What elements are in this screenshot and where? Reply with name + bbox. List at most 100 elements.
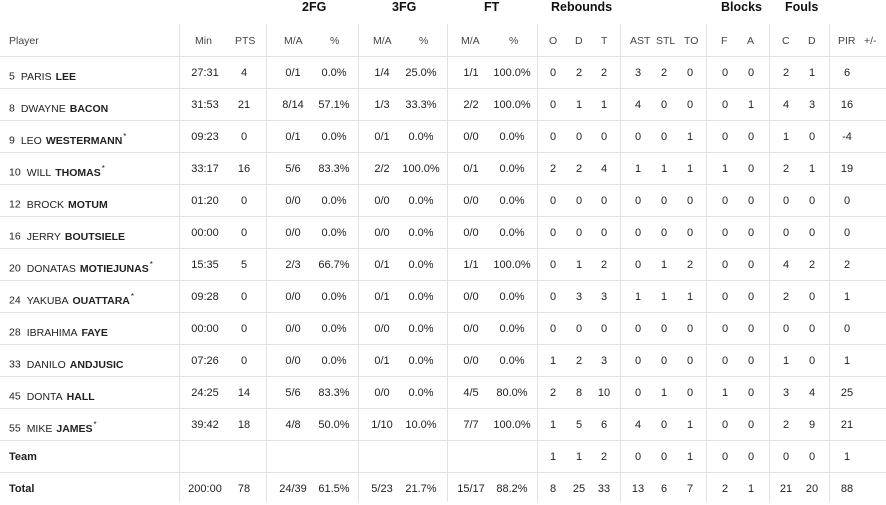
stat-reb-o: 0 bbox=[549, 291, 557, 303]
header-ft-pct: % bbox=[509, 35, 519, 47]
player-cell[interactable]: 24 Yakuba Ouattara* bbox=[9, 281, 134, 317]
stat-ast: 3 bbox=[634, 67, 642, 79]
stat-blk-a: 0 bbox=[747, 323, 755, 335]
stat-2fg-pct: 83.3% bbox=[318, 163, 350, 175]
stat-reb-t: 3 bbox=[600, 291, 608, 303]
stat-blk-a: 1 bbox=[747, 483, 755, 495]
stat-min: 07:26 bbox=[191, 355, 219, 367]
stat-2fg-ma: 0/0 bbox=[285, 323, 301, 335]
stat-3fg-pct: 33.3% bbox=[405, 99, 437, 111]
header-fouls-c: C bbox=[782, 35, 790, 47]
stat-3fg-ma: 1/10 bbox=[371, 419, 393, 431]
stat-3fg-ma: 1/3 bbox=[374, 99, 390, 111]
stat-min: 00:00 bbox=[191, 323, 219, 335]
stat-3fg-pct: 0.0% bbox=[408, 131, 434, 143]
stat-reb-o: 0 bbox=[549, 259, 557, 271]
stat-reb-o: 2 bbox=[549, 163, 557, 175]
player-cell[interactable]: 8 Dwayne Bacon bbox=[9, 89, 109, 125]
stat-reb-d: 0 bbox=[575, 131, 583, 143]
stat-min: 09:23 bbox=[191, 131, 219, 143]
stat-ft-ma: 0/0 bbox=[463, 195, 479, 207]
stat-ast: 13 bbox=[631, 483, 645, 495]
stat-reb-o: 0 bbox=[549, 67, 557, 79]
header-2fg-pct: % bbox=[330, 35, 340, 47]
stat-2fg-ma: 0/0 bbox=[285, 227, 301, 239]
stat-fouls-c: 0 bbox=[782, 451, 790, 463]
stat-3fg-ma: 0/1 bbox=[374, 259, 390, 271]
stat-reb-o: 8 bbox=[549, 483, 557, 495]
player-first-name: Donta bbox=[26, 390, 63, 403]
stat-fouls-c: 0 bbox=[782, 227, 790, 239]
stat-fouls-d: 0 bbox=[808, 227, 816, 239]
stat-stl: 0 bbox=[660, 227, 668, 239]
stat-fouls-c: 4 bbox=[782, 259, 790, 271]
stat-ast: 1 bbox=[634, 291, 642, 303]
stat-ft-ma: 15/17 bbox=[457, 483, 485, 495]
stat-stl: 0 bbox=[660, 451, 668, 463]
stat-stl: 1 bbox=[660, 259, 668, 271]
stat-3fg-pct: 0.0% bbox=[408, 291, 434, 303]
header-3fg-ma: M/A bbox=[373, 35, 392, 47]
player-number: 33 bbox=[9, 358, 21, 371]
group-2fg: 2FG bbox=[302, 0, 327, 14]
stat-reb-t: 2 bbox=[600, 67, 608, 79]
player-number: 12 bbox=[9, 198, 21, 211]
player-cell[interactable]: 28 Ibrahima Faye bbox=[9, 313, 109, 349]
stat-ft-pct: 88.2% bbox=[496, 483, 528, 495]
header-fouls-d: D bbox=[808, 35, 816, 47]
stat-stl: 2 bbox=[660, 67, 668, 79]
stat-pts: 18 bbox=[237, 419, 251, 431]
player-cell[interactable]: 20 Donatas Motiejunas* bbox=[9, 249, 153, 285]
stat-pts: 0 bbox=[240, 355, 248, 367]
stat-blk-a: 0 bbox=[747, 131, 755, 143]
player-cell[interactable]: 16 Jerry Boutsiele bbox=[9, 217, 126, 253]
player-cell[interactable]: 33 Danilo Andjusic bbox=[9, 345, 124, 381]
stat-min: 33:17 bbox=[191, 163, 219, 175]
stat-min: 24:25 bbox=[191, 387, 219, 399]
stat-pts: 5 bbox=[240, 259, 248, 271]
player-cell[interactable]: 10 Will Thomas* bbox=[9, 153, 105, 189]
stat-reb-o: 1 bbox=[549, 451, 557, 463]
table-row: 55 Mike James* 39:42 18 4/8 50.0% 1/10 10.0% 7/7 1… bbox=[0, 408, 886, 441]
stat-2fg-pct: 50.0% bbox=[318, 419, 350, 431]
player-first-name: Paris bbox=[20, 70, 52, 83]
stat-2fg-ma: 4/8 bbox=[285, 419, 301, 431]
stat-fouls-d: 0 bbox=[808, 291, 816, 303]
player-last-name: James bbox=[56, 422, 93, 435]
stat-blk-f: 0 bbox=[721, 419, 729, 431]
player-cell[interactable]: 12 Brock Motum bbox=[9, 185, 109, 221]
stat-stl: 0 bbox=[660, 131, 668, 143]
stat-2fg-pct: 0.0% bbox=[321, 131, 347, 143]
player-cell[interactable]: 5 Paris Lee bbox=[9, 57, 77, 93]
stat-ast: 1 bbox=[634, 163, 642, 175]
stat-fouls-d: 0 bbox=[808, 195, 816, 207]
stat-reb-d: 1 bbox=[575, 99, 583, 111]
header-blk-a: A bbox=[747, 35, 755, 47]
player-cell[interactable]: 45 Donta Hall bbox=[9, 377, 96, 413]
stat-pir: 2 bbox=[843, 259, 851, 271]
player-last-name: Faye bbox=[81, 326, 108, 339]
header-blk-f: F bbox=[721, 35, 728, 47]
stat-reb-o: 0 bbox=[549, 131, 557, 143]
stat-pir: 6 bbox=[843, 67, 851, 79]
player-number: 9 bbox=[9, 134, 15, 147]
player-cell[interactable]: 55 Mike James* bbox=[9, 409, 97, 445]
player-cell[interactable]: 9 Leo Westermann* bbox=[9, 121, 126, 157]
stat-3fg-ma: 2/2 bbox=[374, 163, 390, 175]
stat-blk-f: 0 bbox=[721, 195, 729, 207]
stat-ft-ma: 0/0 bbox=[463, 227, 479, 239]
starter-marker: * bbox=[101, 164, 105, 173]
stat-reb-o: 0 bbox=[549, 195, 557, 207]
stat-pir: 25 bbox=[840, 387, 854, 399]
stat-ft-ma: 0/0 bbox=[463, 355, 479, 367]
stat-ft-pct: 0.0% bbox=[499, 131, 525, 143]
stat-pir: 21 bbox=[840, 419, 854, 431]
stat-blk-f: 1 bbox=[721, 387, 729, 399]
stat-ft-pct: 80.0% bbox=[496, 387, 528, 399]
stat-fouls-c: 3 bbox=[782, 387, 790, 399]
stat-ast: 4 bbox=[634, 419, 642, 431]
player-number: 45 bbox=[9, 390, 21, 403]
stat-fouls-d: 20 bbox=[805, 483, 819, 495]
team-label: Team bbox=[9, 451, 37, 463]
table-row: 24 Yakuba Ouattara* 09:28 0 0/0 0.0% 0/1 0.0% 0/0… bbox=[0, 280, 886, 313]
